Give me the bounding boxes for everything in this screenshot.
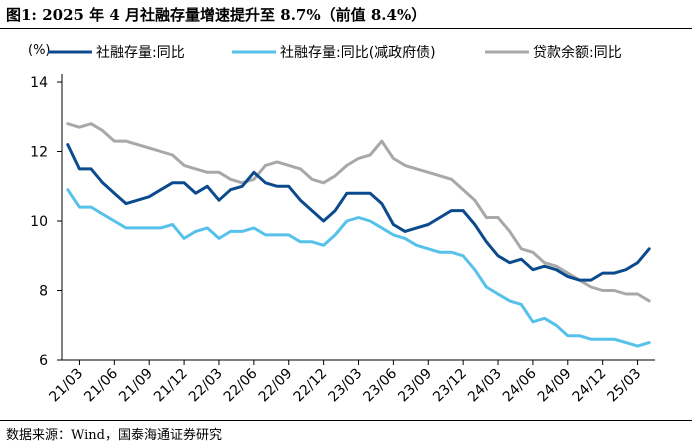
x-axis: 21/0321/0621/0921/1222/0322/0622/0922/12… [46, 359, 655, 406]
legend-label: 社融存量:同比 [96, 45, 185, 61]
figure-title: 图1: 2025 年 4 月社融存量增速提升至 8.7%（前值 8.4%） [6, 6, 427, 24]
series-layer [66, 122, 651, 348]
x-tick-label: 21/09 [116, 366, 156, 406]
y-axis: 6 8 10 12 14 [30, 74, 63, 369]
source-note: 数据来源：Wind，国泰海通证券研究 [6, 428, 222, 443]
legend: 社融存量:同比 社融存量:同比(减政府债) 贷款余额:同比 [48, 44, 622, 61]
x-tick-label: 24/09 [535, 366, 575, 406]
x-tick-label: 23/06 [360, 365, 400, 405]
series-line-3 [66, 122, 651, 303]
y-tick-label: 6 [39, 353, 48, 369]
legend-label: 社融存量:同比(减政府债) [280, 45, 436, 61]
line-chart: (%) 社融存量:同比 社融存量:同比(减政府债) 贷款余额:同比 6 8 10 12 14… [28, 43, 655, 406]
x-tick-label: 25/03 [605, 366, 645, 406]
series-line-2 [66, 188, 651, 348]
x-tick-label: 23/12 [430, 366, 470, 406]
y-tick-label: 12 [30, 145, 48, 161]
x-tick-label: 22/12 [291, 366, 331, 406]
y-tick-label: 14 [30, 75, 48, 91]
title-divider [0, 28, 692, 29]
x-tick-label: 24/06 [500, 365, 540, 405]
series-line-1 [66, 143, 651, 282]
legend-label: 贷款余额:同比 [533, 44, 622, 61]
x-tick-label: 21/06 [81, 365, 121, 405]
source-divider [0, 420, 692, 421]
x-tick-label: 22/03 [186, 366, 226, 406]
x-tick-label: 24/03 [465, 366, 505, 406]
x-tick-label: 24/12 [570, 366, 610, 406]
x-tick-label: 23/09 [395, 366, 435, 406]
x-tick-label: 23/03 [325, 366, 365, 406]
x-tick-label: 21/03 [46, 366, 86, 406]
x-tick-label: 21/12 [151, 366, 191, 406]
x-tick-label: 22/06 [221, 365, 261, 405]
y-tick-label: 8 [39, 284, 48, 300]
y-tick-label: 10 [30, 214, 48, 230]
x-tick-label: 22/09 [256, 366, 296, 406]
y-axis-unit: (%) [28, 43, 51, 58]
